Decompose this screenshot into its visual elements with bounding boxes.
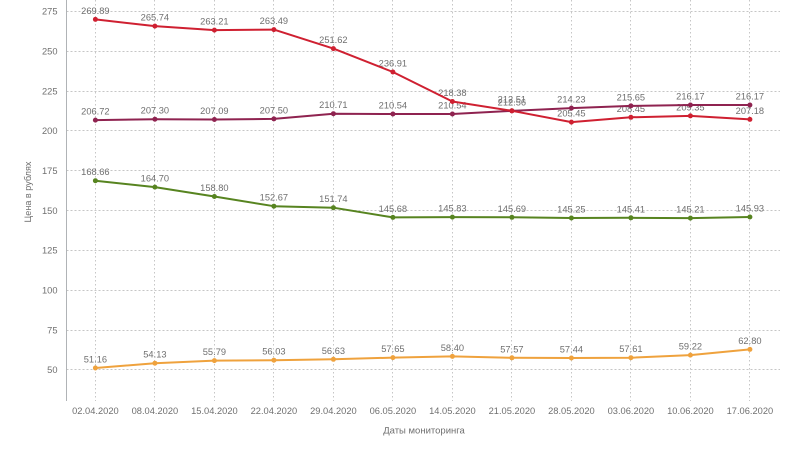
svg-text:56.63: 56.63: [322, 346, 345, 356]
svg-text:210.71: 210.71: [319, 100, 347, 110]
svg-text:263.49: 263.49: [260, 16, 288, 26]
svg-text:21.05.2020: 21.05.2020: [489, 406, 536, 416]
svg-text:214.23: 214.23: [557, 95, 585, 105]
svg-text:269.89: 269.89: [81, 6, 109, 16]
svg-text:145.93: 145.93: [736, 204, 764, 214]
svg-text:57.57: 57.57: [500, 344, 523, 354]
svg-text:150: 150: [42, 206, 58, 216]
svg-text:10.06.2020: 10.06.2020: [667, 406, 714, 416]
svg-text:215.65: 215.65: [617, 92, 645, 102]
svg-text:57.61: 57.61: [619, 344, 642, 354]
svg-text:275: 275: [42, 7, 58, 17]
svg-text:251.62: 251.62: [319, 35, 347, 45]
svg-text:212.51: 212.51: [498, 94, 526, 104]
svg-text:54.13: 54.13: [143, 350, 166, 360]
svg-text:210.54: 210.54: [438, 101, 466, 111]
svg-text:145.21: 145.21: [676, 205, 704, 215]
svg-text:145.69: 145.69: [498, 204, 526, 214]
svg-text:168.66: 168.66: [81, 167, 109, 177]
svg-text:14.05.2020: 14.05.2020: [429, 406, 476, 416]
svg-text:250: 250: [42, 47, 58, 57]
svg-text:03.06.2020: 03.06.2020: [608, 406, 655, 416]
svg-text:205.45: 205.45: [557, 109, 585, 119]
svg-text:212.56: 212.56: [498, 97, 526, 107]
svg-text:08.04.2020: 08.04.2020: [132, 406, 179, 416]
svg-text:145.25: 145.25: [557, 205, 585, 215]
svg-text:216.17: 216.17: [736, 92, 764, 102]
svg-text:28.05.2020: 28.05.2020: [548, 406, 595, 416]
svg-text:265.74: 265.74: [141, 13, 169, 23]
svg-text:164.70: 164.70: [141, 174, 169, 184]
svg-text:263.21: 263.21: [200, 17, 228, 27]
svg-text:58.40: 58.40: [441, 343, 464, 353]
svg-text:75: 75: [47, 325, 57, 335]
svg-text:145.83: 145.83: [438, 204, 466, 214]
svg-text:59.22: 59.22: [679, 342, 702, 352]
svg-text:151.74: 151.74: [319, 194, 347, 204]
svg-text:62.80: 62.80: [738, 336, 761, 346]
svg-text:145.68: 145.68: [379, 204, 407, 214]
svg-text:216.17: 216.17: [676, 92, 704, 102]
svg-text:50: 50: [47, 365, 57, 375]
svg-text:207.50: 207.50: [260, 105, 288, 115]
svg-text:210.54: 210.54: [379, 101, 407, 111]
svg-text:145.41: 145.41: [617, 204, 645, 214]
svg-text:17.06.2020: 17.06.2020: [727, 406, 774, 416]
svg-text:158.80: 158.80: [200, 183, 228, 193]
svg-text:57.65: 57.65: [381, 344, 404, 354]
svg-text:236.91: 236.91: [379, 59, 407, 69]
svg-text:200: 200: [42, 126, 58, 136]
svg-text:15.04.2020: 15.04.2020: [191, 406, 238, 416]
svg-text:29.04.2020: 29.04.2020: [310, 406, 357, 416]
svg-text:06.05.2020: 06.05.2020: [370, 406, 417, 416]
svg-text:207.30: 207.30: [141, 106, 169, 116]
svg-text:208.45: 208.45: [617, 104, 645, 114]
svg-text:207.18: 207.18: [736, 106, 764, 116]
svg-text:57.44: 57.44: [560, 345, 583, 355]
svg-text:207.09: 207.09: [200, 106, 228, 116]
svg-text:22.04.2020: 22.04.2020: [251, 406, 298, 416]
svg-text:56.03: 56.03: [262, 347, 285, 357]
svg-text:218.38: 218.38: [438, 88, 466, 98]
svg-text:175: 175: [42, 166, 58, 176]
svg-text:206.72: 206.72: [81, 107, 109, 117]
svg-text:125: 125: [42, 246, 58, 256]
svg-text:02.04.2020: 02.04.2020: [72, 406, 119, 416]
svg-text:51.16: 51.16: [84, 355, 107, 365]
svg-text:55.79: 55.79: [203, 347, 226, 357]
svg-text:225: 225: [42, 86, 58, 96]
svg-text:Цена в рублях: Цена в рублях: [23, 161, 33, 222]
svg-text:152.67: 152.67: [260, 193, 288, 203]
svg-text:100: 100: [42, 286, 58, 296]
svg-text:Даты мониторинга: Даты мониторинга: [383, 426, 465, 437]
